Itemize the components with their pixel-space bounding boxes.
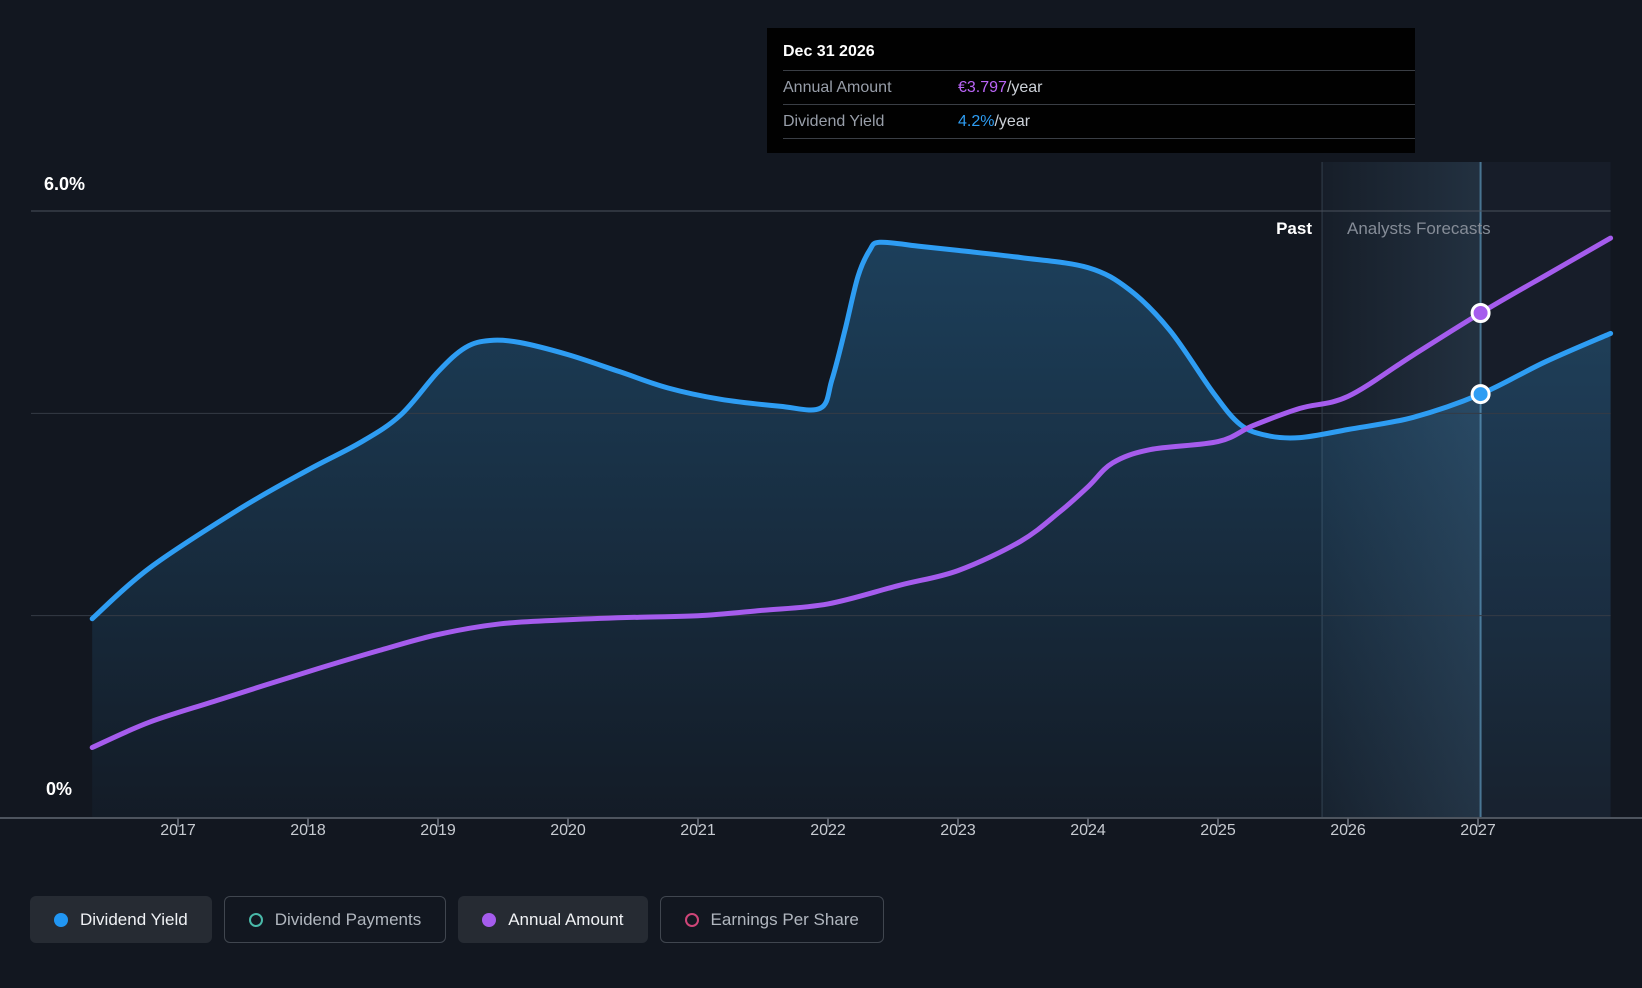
x-axis-label: 2026: [1330, 822, 1366, 839]
x-axis-label: 2027: [1460, 822, 1496, 839]
tooltip-row-annual-amount: Annual Amount €3.797 /year: [783, 71, 1415, 105]
x-axis-label: 2017: [160, 822, 196, 839]
tooltip-row-value: 4.2%: [958, 112, 995, 130]
forecasts-label: Analysts Forecasts: [1347, 219, 1491, 238]
dividend-payments-ring-icon: [248, 912, 263, 927]
legend-button-dividend-payments[interactable]: Dividend Payments: [223, 896, 447, 943]
x-axis-label: 2024: [1070, 822, 1106, 839]
tooltip-title: Dec 31 2026: [783, 28, 1415, 71]
tooltip-row-suffix: /year: [1006, 78, 1043, 96]
legend: Dividend Yield Dividend Payments Annual …: [30, 896, 884, 943]
legend-label: Annual Amount: [508, 909, 624, 929]
forecast-zone: [1480, 162, 1611, 818]
earnings-per-share-ring-icon: [684, 912, 699, 927]
past-label: Past: [1276, 219, 1312, 238]
x-axis-label: 2022: [810, 822, 846, 839]
dividend-yield-area: [92, 242, 1611, 818]
tooltip-row-suffix: /year: [994, 112, 1031, 130]
dividend-yield-marker[interactable]: [1470, 384, 1491, 405]
x-axis-label: 2021: [680, 822, 716, 839]
x-axis-label: 2023: [940, 822, 976, 839]
x-axis-label: 2019: [420, 822, 456, 839]
legend-label: Earnings Per Share: [710, 909, 859, 929]
x-axis-label: 2018: [290, 822, 326, 839]
legend-label: Dividend Payments: [274, 909, 422, 929]
y-axis-label-top: 6.0%: [44, 174, 86, 194]
legend-label: Dividend Yield: [80, 909, 188, 929]
forecast-highlight-band: [1322, 162, 1481, 818]
annual-amount-marker[interactable]: [1470, 302, 1491, 323]
tooltip-row-label: Dividend Yield: [783, 112, 885, 130]
x-axis-label: 2025: [1200, 822, 1236, 839]
y-axis-label-zero: 0%: [46, 779, 73, 799]
x-axis-label: 2020: [550, 822, 586, 839]
legend-button-dividend-yield[interactable]: Dividend Yield: [30, 896, 212, 943]
annual-amount-dot-icon: [482, 912, 497, 927]
chart-tooltip: Dec 31 2026 Annual Amount €3.797 /year D…: [767, 28, 1415, 153]
tooltip-row-dividend-yield: Dividend Yield 4.2% /year: [783, 105, 1415, 139]
dividend-yield-line: [89, 239, 1614, 622]
legend-button-earnings-per-share[interactable]: Earnings Per Share: [659, 896, 884, 943]
legend-button-annual-amount[interactable]: Annual Amount: [458, 896, 648, 943]
annual-amount-line: [89, 235, 1614, 750]
dividend-yield-dot-icon: [54, 912, 68, 927]
tooltip-row-value: €3.797: [958, 78, 1007, 96]
tooltip-row-label: Annual Amount: [783, 78, 892, 96]
